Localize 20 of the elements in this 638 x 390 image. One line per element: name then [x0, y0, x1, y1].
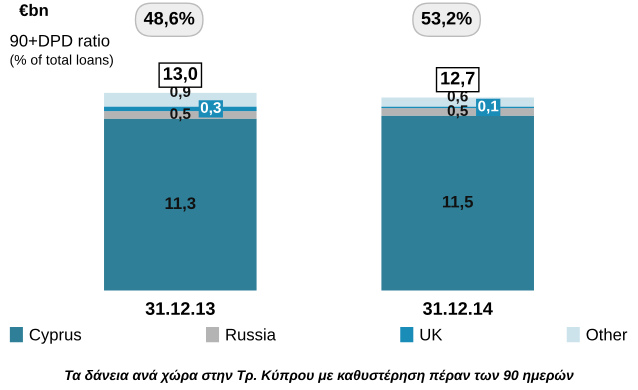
data-label: 0,5 [448, 105, 468, 118]
y-axis-title: €bn [19, 4, 48, 16]
legend-label: Other [586, 328, 628, 341]
text: 90+DPD ratio [10, 34, 110, 47]
data-label: 11,3 [166, 197, 196, 212]
text: 48,6% [144, 12, 194, 28]
data-label: 11,5 [442, 196, 473, 210]
text: Τα δάνεια ανά χώρα στην Τρ. Κύπρου με καθυστέρηση πέραν των 90 ημερών [65, 370, 574, 383]
data-label: 0,1 [478, 100, 498, 114]
legend-label: Cyprus [30, 328, 82, 344]
text: (% of total loans) [10, 54, 113, 68]
total-label: 13,0 [164, 67, 198, 83]
total-label: 12,7 [441, 72, 474, 88]
x-tick-label: 31.12.13 [146, 302, 215, 315]
text: 53,2% [422, 12, 472, 28]
legend-label: UK [420, 328, 442, 341]
data-label: 0,5 [170, 108, 190, 122]
data-label: 0,3 [200, 102, 221, 116]
x-tick-label: 31.12.14 [422, 302, 493, 315]
legend-label: Russia [226, 328, 276, 341]
